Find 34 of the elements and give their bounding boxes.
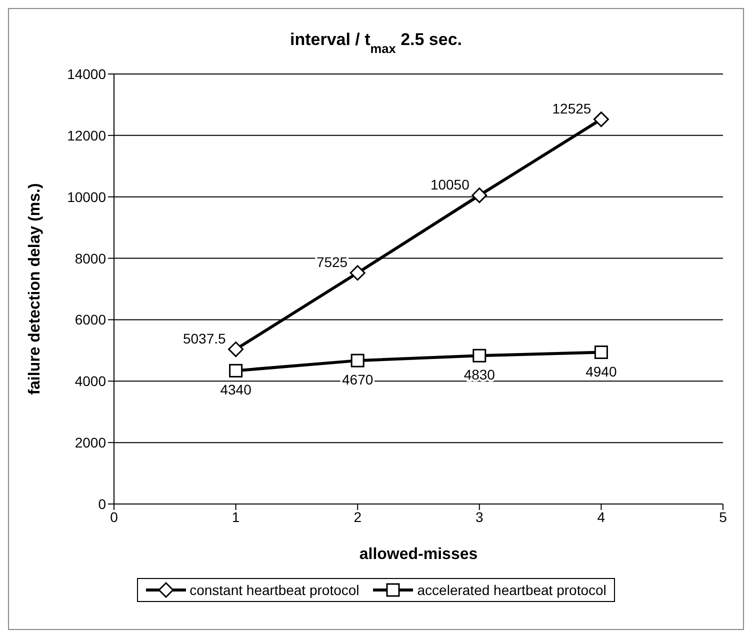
y-tick-label: 0 <box>98 496 106 512</box>
y-tick-label: 2000 <box>74 434 106 451</box>
y-tick-label: 12000 <box>67 127 106 144</box>
legend-label: constant heartbeat protocol <box>190 582 360 598</box>
data-label: 10050 <box>430 176 470 192</box>
data-label: 12525 <box>552 100 592 116</box>
x-tick-label: 2 <box>354 508 362 525</box>
point <box>350 265 366 281</box>
y-tick-label: 4000 <box>74 373 106 390</box>
x-tick-label: 5 <box>719 508 728 525</box>
x-tick-label: 0 <box>110 508 118 525</box>
data-label: 4830 <box>464 366 496 383</box>
data-label: 4340 <box>220 382 252 398</box>
y-axis-title: failure detection delay (ms.) <box>26 183 44 395</box>
data-label: 4940 <box>586 363 617 380</box>
point <box>228 342 244 358</box>
y-tick-label: 14000 <box>67 66 106 82</box>
point <box>472 348 486 362</box>
legend-label: accelerated heartbeat protocol <box>417 582 606 598</box>
chart-title: interval / t$_{max}$ 2.5 sec. <box>290 30 462 56</box>
point <box>350 354 364 368</box>
data-label: 7525 <box>316 254 348 270</box>
data-label: 5037.5 <box>182 330 226 346</box>
point <box>229 364 243 378</box>
point <box>594 346 608 360</box>
x-tick-label: 4 <box>597 508 606 525</box>
x-tick-label: 1 <box>232 508 240 525</box>
y-tick-label: 10000 <box>67 188 106 205</box>
y-tick-label: 8000 <box>74 250 106 266</box>
y-tick-label: 6000 <box>74 312 106 328</box>
point <box>593 112 609 128</box>
x-axis-title: allowed-misses <box>359 546 478 563</box>
x-tick-label: 3 <box>476 508 484 525</box>
point <box>472 188 488 204</box>
